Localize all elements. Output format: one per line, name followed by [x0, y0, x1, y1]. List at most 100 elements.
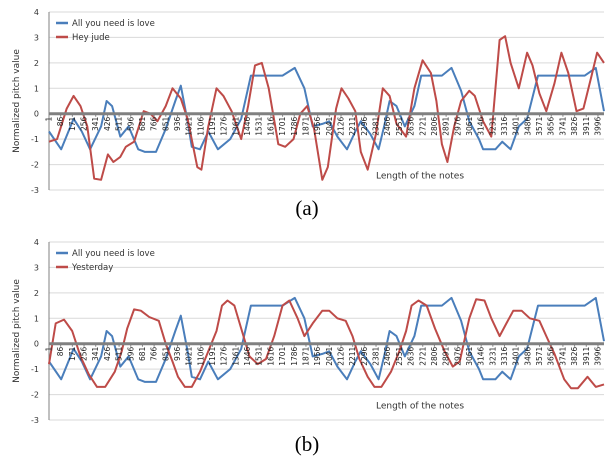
chart-b-y-tick-label: 4 [34, 238, 39, 247]
chart-a-y-axis-label: Normalized pitch value [12, 49, 22, 153]
chart-b-y-tick-label: -3 [31, 416, 39, 425]
chart-b-x-tick-label: 596 [126, 346, 135, 361]
chart-a-x-tick-label: 2466 [383, 116, 392, 135]
chart-a-x-tick-label: 3996 [593, 116, 602, 135]
chart-a-y-tick-label: -1 [31, 135, 39, 144]
chart-a-x-tick-label: 1871 [301, 116, 310, 135]
chart-a-x-tick-label: 2041 [325, 116, 334, 135]
chart-a-x-tick-label: 1021 [185, 116, 194, 135]
chart-b-x-axis-label: Length of the notes [376, 402, 464, 412]
chart-a-x-tick-label: 2721 [418, 116, 427, 135]
chart-a-x-tick-label: 426 [103, 116, 112, 131]
chart-panel-a: -3 -2 -1 0 1 2 3 4 Normalized pitch value 1 86 171 2… [0, 0, 614, 200]
chart-a-x-tick-label: 2551 [395, 116, 404, 135]
chart-a-x-tick-label: 1786 [290, 116, 299, 135]
chart-a-y-tick-label: -3 [31, 186, 39, 195]
chart-a-y-tick-label: 2 [34, 59, 39, 68]
chart-b-y-tick-label: 0 [34, 340, 39, 349]
chart-b-x-tick-label: 2551 [395, 346, 404, 365]
chart-a-x-tick-label: 1446 [243, 116, 252, 135]
chart-a-x-tick-label: 2211 [348, 116, 357, 135]
chart-a-x-tick-label: 171 [68, 116, 77, 131]
chart-a-y-tick-label: 3 [34, 33, 39, 42]
chart-a-y-tick-label: 1 [34, 84, 39, 93]
chart-a-y-tick-label: 4 [34, 8, 39, 17]
chart-a-x-tick-label: 1 [45, 116, 54, 121]
chart-b-x-tick-label: 1361 [231, 346, 240, 365]
chart-b-x-tick-label: 2891 [442, 346, 451, 365]
chart-a-x-tick-label: 3741 [558, 116, 567, 135]
chart-a-x-tick-label: 3826 [570, 116, 579, 135]
chart-a-x-tick-label: 3146 [477, 116, 486, 135]
chart-b-x-tick-label: 3061 [465, 346, 474, 365]
chart-a-x-tick-label: 3486 [523, 116, 532, 135]
chart-b-x-tick-label: 1616 [266, 346, 275, 365]
chart-b-x-tick-label: 86 [56, 346, 65, 356]
chart-a-x-tick-label: 3911 [582, 116, 591, 135]
chart-panel-b: -3 -2 -1 0 1 2 3 4 Normalized pitch value 1 86 171 2… [0, 230, 614, 430]
caption-b: (b) [0, 432, 614, 457]
chart-a-x-tick-label: 1531 [255, 116, 264, 135]
chart-b-x-tick-label: 426 [103, 346, 112, 361]
chart-a-x-tick-label: 1276 [220, 116, 229, 135]
chart-a-x-tick-label: 2806 [430, 116, 439, 135]
chart-a-x-tick-label: 1956 [313, 116, 322, 135]
chart-a-x-tick-label: 2381 [372, 116, 381, 135]
chart-b-x-tick-label: 1021 [185, 346, 194, 365]
chart-a-x-tick-label: 341 [91, 116, 100, 131]
chart-a-x-axis-label: Length of the notes [376, 172, 464, 182]
chart-b-x-tick-label: 681 [138, 346, 147, 361]
chart-b-x-tick-label: 3996 [593, 346, 602, 365]
chart-a-x-tick-label: 2126 [336, 116, 345, 135]
caption-a: (a) [0, 196, 614, 221]
chart-b-x-tick-label: 3911 [582, 346, 591, 365]
chart-b-x-tick-label: 3656 [547, 346, 556, 365]
chart-b-x-tick-label: 2636 [407, 346, 416, 365]
chart-b-x-tick-label: 3741 [558, 346, 567, 365]
chart-b-x-tick-label: 341 [91, 346, 100, 361]
chart-a-x-tick-label: 2891 [442, 116, 451, 135]
chart-b-x-tick-label: 1871 [301, 346, 310, 365]
chart-b-y-tick-label: 3 [34, 263, 39, 272]
chart-b-y-tick-label: -1 [31, 365, 39, 374]
chart-a-x-tick-label: 596 [126, 116, 135, 131]
chart-b-legend-label-1: All you need is love [72, 249, 155, 259]
chart-b-x-tick-label: 1 [45, 346, 54, 351]
chart-b-x-tick-label: 1701 [278, 346, 287, 365]
chart-a-x-tick-label: 2976 [453, 116, 462, 135]
chart-a-series-line-2 [49, 36, 604, 180]
chart-a-x-tick-label: 1191 [208, 116, 217, 135]
chart-a-y-tick-label: 0 [34, 110, 39, 119]
chart-a-x-tick-label: 1361 [231, 116, 240, 135]
chart-b-x-tick-label: 2976 [453, 346, 462, 365]
chart-a-x-tick-label: 3061 [465, 116, 474, 135]
chart-b-x-tick-label: 851 [161, 346, 170, 361]
chart-b-x-tick-label: 2126 [336, 346, 345, 365]
chart-b-x-tick-label: 1446 [243, 346, 252, 365]
chart-b-x-tick-label: 2806 [430, 346, 439, 365]
chart-b-x-tick-label: 2041 [325, 346, 334, 365]
chart-a-legend-label-1: All you need is love [72, 19, 155, 29]
chart-b-x-tick-label: 3401 [512, 346, 521, 365]
chart-b-x-tick-label: 3231 [488, 346, 497, 365]
chart-a-x-tick-label: 1616 [266, 116, 275, 135]
chart-b-x-tick-label: 1531 [255, 346, 264, 365]
chart-a-x-tick-label: 1701 [278, 116, 287, 135]
chart-a-x-tick-label: 511 [115, 116, 124, 131]
chart-b-x-tick-label: 2211 [348, 346, 357, 365]
chart-b-x-tick-label: 2721 [418, 346, 427, 365]
chart-a-legend-label-2: Hey jude [72, 33, 110, 43]
chart-b-x-tick-label: 936 [173, 346, 182, 361]
chart-b-y-axis-label: Normalized pitch value [12, 279, 22, 383]
chart-b-y-tick-label: 2 [34, 289, 39, 298]
chart-a-x-tick-label: 3316 [500, 116, 509, 135]
chart-b-x-tick-label: 171 [68, 346, 77, 361]
chart-b-x-tick-label: 2466 [383, 346, 392, 365]
chart-b-y-tick-label: 1 [34, 314, 39, 323]
chart-b-x-tick-label: 256 [80, 346, 89, 361]
chart-a-x-tick-label: 766 [150, 116, 159, 131]
chart-b-x-tick-label: 3486 [523, 346, 532, 365]
chart-b-legend-label-2: Yesterday [71, 263, 113, 273]
